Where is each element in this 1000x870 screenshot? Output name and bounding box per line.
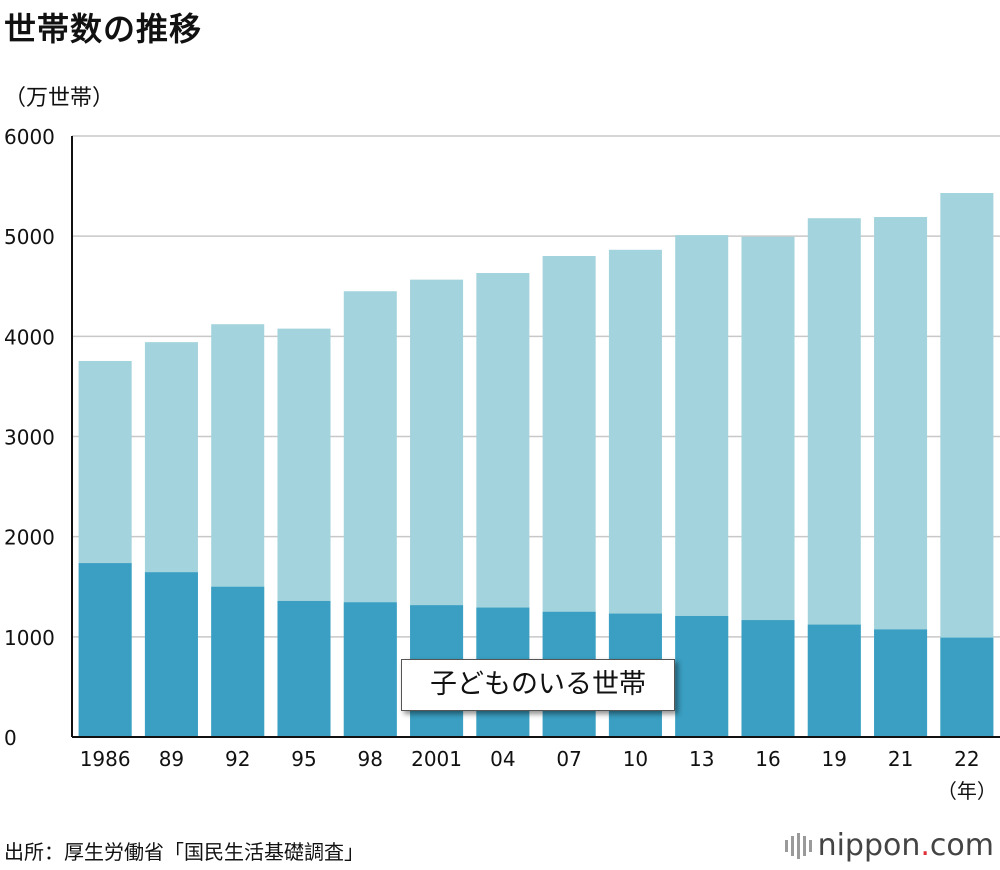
bar-children-1986 [78, 563, 132, 737]
x-tick-label: 22 [954, 747, 979, 771]
x-tick-label: 19 [822, 747, 847, 771]
y-tick-label: 0 [4, 726, 17, 750]
bar-children-19 [807, 624, 861, 737]
y-tick-label: 6000 [4, 125, 55, 149]
bar-children-98 [343, 602, 397, 737]
chart-title: 世帯数の推移 [4, 10, 203, 48]
source-note: 出所：厚生労働省「国民生活基礎調査」 [4, 840, 364, 864]
bar-children-21 [874, 629, 928, 737]
bar-children-22 [940, 637, 994, 737]
x-tick-label: 10 [623, 747, 648, 771]
y-tick-label: 2000 [4, 526, 55, 550]
x-tick-label: 16 [755, 747, 780, 771]
x-tick-label: 92 [225, 747, 250, 771]
x-tick-label: 2001 [411, 747, 462, 771]
x-tick-label: 04 [490, 747, 515, 771]
y-tick-label: 5000 [4, 225, 55, 249]
y-tick-label: 4000 [4, 325, 55, 349]
bar-children-89 [144, 572, 198, 737]
bar-children-92 [211, 586, 265, 737]
bar-children-95 [277, 600, 331, 737]
y-tick-label: 1000 [4, 626, 55, 650]
brand-name: nippon [817, 828, 921, 863]
bar-children-16 [741, 620, 795, 737]
x-tick-label: 07 [556, 747, 581, 771]
bars [78, 192, 994, 738]
x-tick-label: 21 [888, 747, 913, 771]
x-tick-label: 13 [689, 747, 714, 771]
brand-logo: nippon. com [784, 828, 994, 863]
axes: 0 1000 2000 3000 4000 5000 6000 1986 89 92 95 98 200… [4, 125, 1000, 803]
y-axis-unit-label: （万世帯） [4, 86, 115, 111]
y-tick-label: 3000 [4, 426, 55, 450]
brand-dot: . [920, 828, 930, 863]
x-tick-label: 89 [159, 747, 184, 771]
x-tick-label: 1986 [80, 747, 131, 771]
brand-suffix: com [929, 828, 994, 863]
x-tick-label: 95 [291, 747, 316, 771]
series-annotation-label: 子どものいる世帯 [401, 659, 675, 711]
bar-children-13 [675, 615, 729, 737]
brand-bars-icon [784, 832, 812, 859]
x-axis-unit-label: （年） [937, 779, 997, 803]
x-tick-label: 98 [358, 747, 383, 771]
